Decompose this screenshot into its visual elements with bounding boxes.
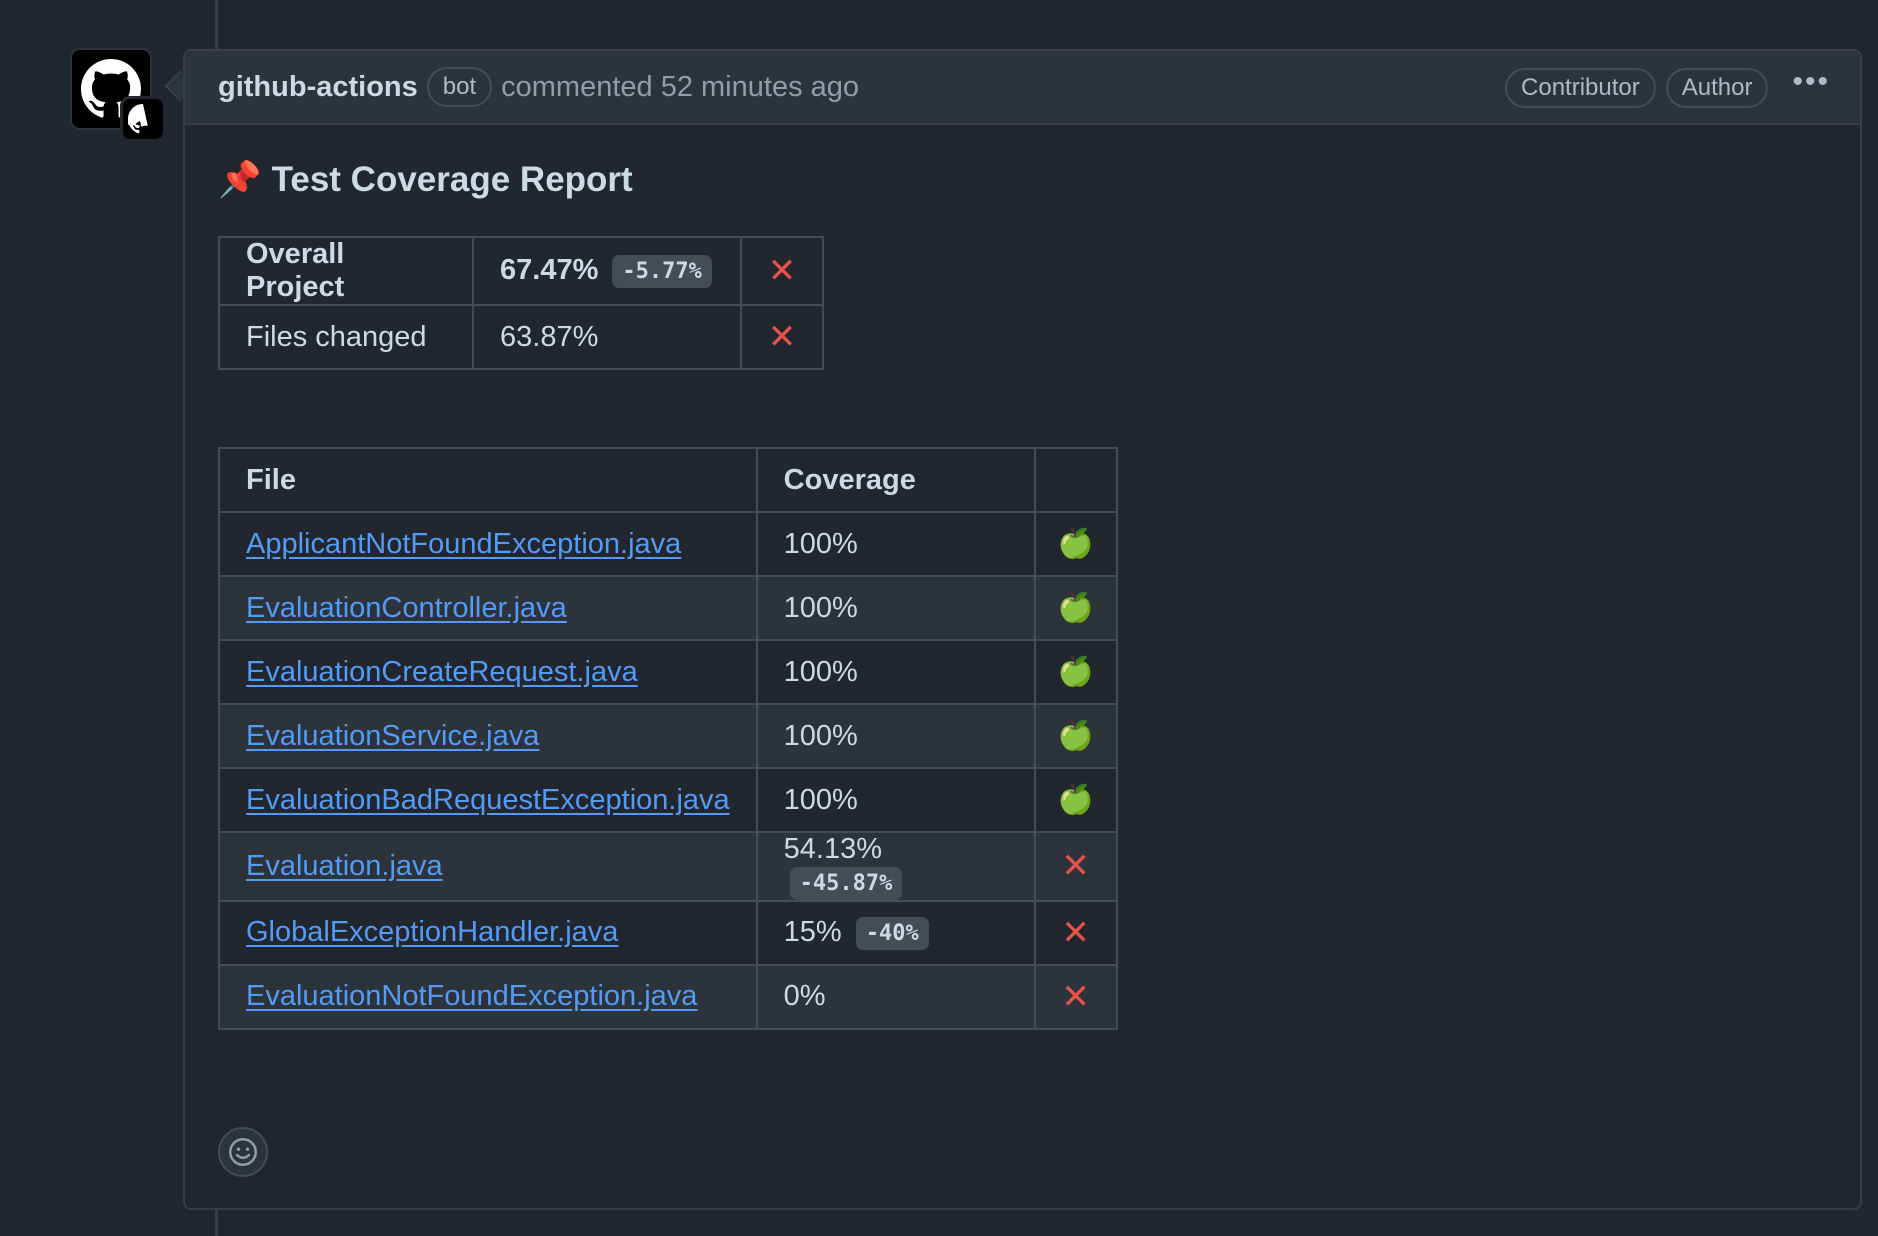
coverage-cell: 100% bbox=[755, 575, 1036, 641]
table-row: EvaluationNotFoundException.java 0% ✕ bbox=[218, 963, 1118, 1030]
coverage-value: 15% bbox=[783, 915, 842, 948]
green-apple-icon: 🍏 bbox=[1057, 784, 1094, 816]
table-row: EvaluationController.java 100% 🍏 bbox=[218, 575, 1118, 641]
file-link[interactable]: GlobalExceptionHandler.java bbox=[246, 916, 619, 949]
file-cell: GlobalExceptionHandler.java bbox=[218, 899, 758, 966]
x-mark-icon: ✕ bbox=[767, 318, 797, 356]
x-mark-icon: ✕ bbox=[767, 252, 797, 290]
coverage-cell: 100% bbox=[755, 767, 1036, 833]
table-row: EvaluationCreateRequest.java 100% 🍏 bbox=[218, 639, 1118, 705]
add-reaction-button[interactable] bbox=[218, 1127, 268, 1177]
smiley-icon bbox=[229, 1138, 257, 1166]
status-cell: ✕ bbox=[1033, 831, 1118, 902]
column-header-file: File bbox=[218, 447, 758, 513]
file-link[interactable]: EvaluationCreateRequest.java bbox=[246, 655, 638, 688]
status-cell: ✕ bbox=[740, 304, 824, 370]
status-cell: ✕ bbox=[1033, 963, 1118, 1030]
file-link[interactable]: EvaluationController.java bbox=[246, 591, 567, 624]
summary-row: Files changed 63.87% ✕ bbox=[218, 304, 824, 370]
table-row: EvaluationService.java 100% 🍏 bbox=[218, 703, 1118, 769]
comment-box: github-actions bot commented 52 minutes … bbox=[183, 49, 1862, 1210]
status-cell: 🍏 bbox=[1033, 511, 1118, 577]
green-apple-icon: 🍏 bbox=[1057, 656, 1094, 688]
summary-table: Overall Project 67.47% -5.77% ✕ Files ch… bbox=[218, 236, 824, 370]
delta-badge: -5.77% bbox=[612, 254, 712, 288]
status-cell: ✕ bbox=[740, 236, 824, 306]
green-apple-icon: 🍏 bbox=[1057, 528, 1094, 560]
coverage-cell: 15% -40% bbox=[755, 899, 1036, 966]
author-badge: Author bbox=[1665, 68, 1769, 108]
table-row: ApplicantNotFoundException.java 100% 🍏 bbox=[218, 511, 1118, 577]
files-header-row: File Coverage bbox=[218, 447, 1118, 513]
bot-badge bbox=[120, 96, 166, 142]
comment-timestamp[interactable]: commented 52 minutes ago bbox=[501, 70, 860, 103]
column-header-coverage: Coverage bbox=[755, 447, 1036, 513]
coverage-value: 54.13% bbox=[783, 833, 883, 865]
report-title: 📌 Test Coverage Report bbox=[218, 159, 633, 200]
status-cell: 🍏 bbox=[1033, 767, 1118, 833]
column-header-status bbox=[1033, 447, 1118, 513]
pushpin-icon: 📌 bbox=[218, 160, 262, 199]
file-link[interactable]: EvaluationNotFoundException.java bbox=[246, 980, 698, 1013]
file-cell: ApplicantNotFoundException.java bbox=[218, 511, 758, 577]
files-table: File Coverage ApplicantNotFoundException… bbox=[218, 447, 1118, 1030]
table-row: GlobalExceptionHandler.java 15% -40% ✕ bbox=[218, 899, 1118, 966]
contributor-badge: Contributor bbox=[1505, 68, 1656, 108]
delta-badge: -45.87% bbox=[789, 866, 903, 900]
coverage-cell: 100% bbox=[755, 703, 1036, 769]
x-mark-icon: ✕ bbox=[1061, 847, 1090, 886]
file-cell: Evaluation.java bbox=[218, 831, 758, 902]
file-cell: EvaluationBadRequestException.java bbox=[218, 767, 758, 833]
file-link[interactable]: Evaluation.java bbox=[246, 849, 443, 882]
comment-header: github-actions bot commented 52 minutes … bbox=[185, 51, 1860, 125]
coverage-cell: 100% bbox=[755, 639, 1036, 705]
table-row: Evaluation.java 54.13% -45.87% ✕ bbox=[218, 831, 1118, 902]
coverage-cell: 54.13% -45.87% bbox=[755, 831, 1036, 902]
coverage-value: 100% bbox=[783, 591, 858, 624]
coverage-cell: 100% bbox=[755, 511, 1036, 577]
summary-value: 63.87% bbox=[500, 320, 599, 353]
summary-label: Files changed bbox=[218, 304, 474, 370]
file-link[interactable]: EvaluationBadRequestException.java bbox=[246, 783, 730, 816]
author-link[interactable]: github-actions bbox=[218, 70, 418, 103]
coverage-value: 100% bbox=[783, 719, 858, 752]
status-cell: 🍏 bbox=[1033, 639, 1118, 705]
x-mark-icon: ✕ bbox=[1061, 977, 1090, 1016]
summary-row: Overall Project 67.47% -5.77% ✕ bbox=[218, 236, 824, 306]
status-cell: 🍏 bbox=[1033, 703, 1118, 769]
delta-badge: -40% bbox=[855, 916, 929, 950]
summary-value: 67.47% bbox=[500, 254, 599, 287]
file-cell: EvaluationCreateRequest.java bbox=[218, 639, 758, 705]
file-cell: EvaluationController.java bbox=[218, 575, 758, 641]
green-apple-icon: 🍏 bbox=[1057, 720, 1094, 752]
coverage-cell: 0% bbox=[755, 963, 1036, 1030]
coverage-value: 100% bbox=[783, 655, 858, 688]
file-cell: EvaluationNotFoundException.java bbox=[218, 963, 758, 1030]
more-options-icon[interactable]: ••• bbox=[1792, 65, 1830, 98]
github-mark-icon bbox=[128, 104, 148, 134]
x-mark-icon: ✕ bbox=[1061, 913, 1090, 952]
coverage-value: 100% bbox=[783, 527, 858, 560]
summary-value-cell: 67.47% -5.77% bbox=[472, 236, 742, 306]
coverage-value: 0% bbox=[783, 980, 826, 1013]
table-row: EvaluationBadRequestException.java 100% … bbox=[218, 767, 1118, 833]
report-title-text: Test Coverage Report bbox=[271, 159, 633, 199]
bot-label: bot bbox=[426, 67, 493, 107]
file-link[interactable]: ApplicantNotFoundException.java bbox=[246, 527, 682, 560]
green-apple-icon: 🍏 bbox=[1057, 592, 1094, 624]
status-cell: 🍏 bbox=[1033, 575, 1118, 641]
file-cell: EvaluationService.java bbox=[218, 703, 758, 769]
summary-label: Overall Project bbox=[218, 236, 474, 306]
coverage-value: 100% bbox=[783, 783, 858, 816]
file-link[interactable]: EvaluationService.java bbox=[246, 719, 540, 752]
header-actions: Contributor Author ••• bbox=[1505, 51, 1830, 125]
summary-value-cell: 63.87% bbox=[472, 304, 742, 370]
status-cell: ✕ bbox=[1033, 899, 1118, 966]
